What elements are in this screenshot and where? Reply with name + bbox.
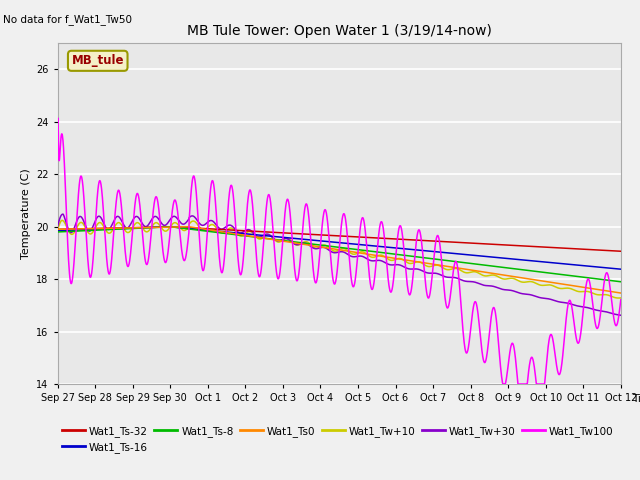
Text: Time: Time bbox=[632, 395, 640, 405]
Text: No data for f_Wat1_Tw50: No data for f_Wat1_Tw50 bbox=[3, 14, 132, 25]
Text: MB_tule: MB_tule bbox=[72, 54, 124, 67]
Title: MB Tule Tower: Open Water 1 (3/19/14-now): MB Tule Tower: Open Water 1 (3/19/14-now… bbox=[187, 24, 492, 38]
Legend: Wat1_Ts-32, Wat1_Ts-16, Wat1_Ts-8, Wat1_Ts0, Wat1_Tw+10, Wat1_Tw+30, Wat1_Tw100: Wat1_Ts-32, Wat1_Ts-16, Wat1_Ts-8, Wat1_… bbox=[58, 421, 618, 457]
Y-axis label: Temperature (C): Temperature (C) bbox=[20, 168, 31, 259]
